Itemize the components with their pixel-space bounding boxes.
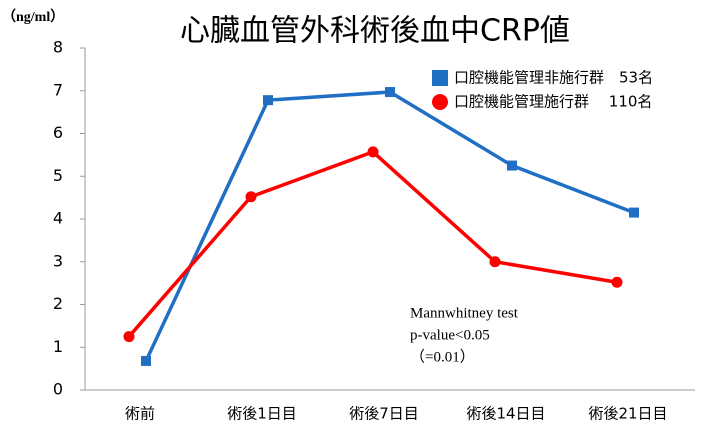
series-line [144,90,635,362]
y-tick-label: 3 [53,251,63,270]
marker [507,160,517,171]
chart-title: 心臓血管外科術後血中CRP値 [180,14,570,49]
marker [385,87,395,98]
x-tick-label: 術後21日目 [588,405,667,423]
marker [245,191,257,203]
y-tick-label: 0 [53,380,63,399]
x-tick-label: 術後1日目 [227,405,297,423]
legend-marker [432,94,448,110]
marker [629,207,639,218]
legend-label: 口腔機能管理施行群 110名 [454,93,652,111]
y-tick-label: 8 [53,38,63,57]
marker [367,146,379,158]
marker [263,95,273,106]
annotation: Mannwhitney test [410,305,519,321]
x-tick-label: 術前 [125,405,155,423]
legend-label: 口腔機能管理非施行群 53名 [454,69,653,87]
annotation: p-value<0.05 [410,327,490,343]
legend-marker [432,70,448,86]
y-tick-label: 5 [53,166,63,185]
marker [489,256,501,268]
x-tick-label: 術後14日目 [466,405,545,423]
y-axis-label: （ng/ml） [2,9,64,25]
y-tick-label: 6 [53,123,63,142]
marker [123,331,135,343]
x-tick-label: 術後7日目 [349,405,419,423]
y-tick-label: 7 [53,80,63,99]
y-tick-label: 2 [53,294,63,313]
y-tick-label: 4 [53,209,63,228]
annotation: （=0.01） [410,348,475,365]
marker [611,276,623,288]
y-tick-label: 1 [53,337,63,356]
marker [141,355,151,366]
